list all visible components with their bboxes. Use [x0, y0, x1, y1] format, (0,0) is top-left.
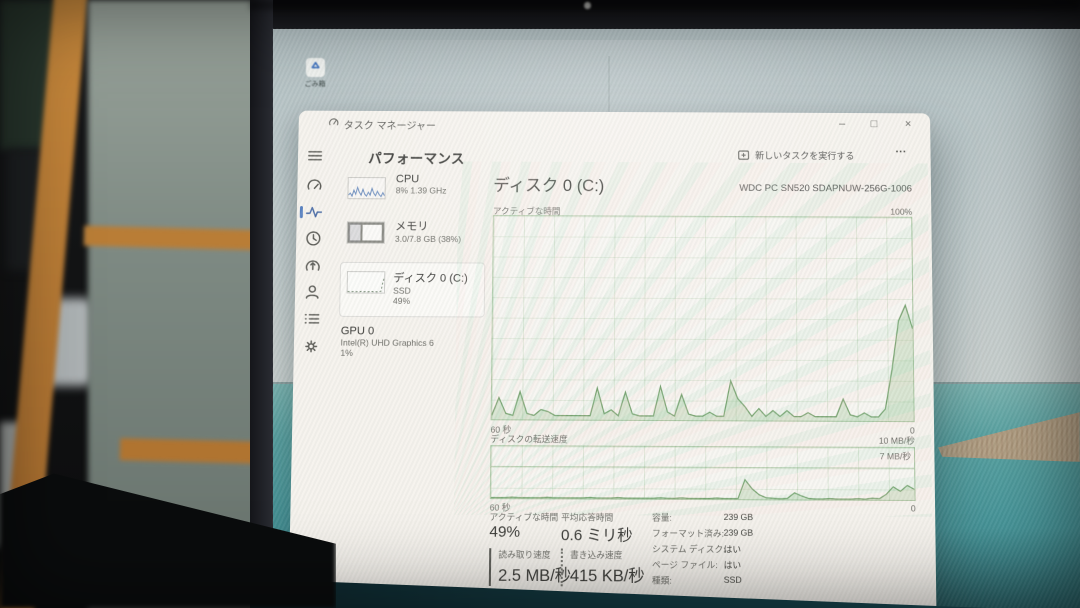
webcam	[584, 2, 591, 9]
detail-label: 容量:	[652, 512, 672, 523]
app-history-icon[interactable]	[304, 229, 322, 247]
page-title: パフォーマンス	[368, 150, 465, 167]
recycle-bin-shortcut[interactable]: ごみ箱	[302, 58, 328, 94]
stat-read-speed: 読み取り速度 2.5 MB/秒	[488, 548, 572, 587]
ceiling-shadow	[250, 0, 1080, 10]
sidebar-item-usage: 49%	[392, 295, 411, 306]
detail-label: フォーマット済み:	[652, 528, 725, 539]
processes-icon[interactable]	[305, 176, 323, 194]
selected-nav-indicator	[299, 206, 303, 219]
sidebar-item-detail: 8% 1.39 GHz	[395, 185, 447, 196]
transfer-chart-label: ディスクの転送速度	[490, 433, 568, 445]
active-time-chart	[490, 214, 915, 423]
detail-value: SSD	[723, 574, 742, 586]
sidebar-item-detail: 3.0/7.8 GB (38%)	[394, 233, 462, 245]
sidebar-item-name: CPU	[395, 173, 420, 186]
performance-icon[interactable]	[305, 203, 323, 221]
sidebar-item-name: GPU 0	[340, 325, 375, 338]
sidebar-item-memory[interactable]: メモリ 3.0/7.8 GB (38%)	[342, 217, 483, 244]
minimize-button[interactable]: –	[838, 117, 846, 131]
detail-value: はい	[723, 559, 742, 571]
sidebar-item-detail: Intel(R) UHD Graphics 6	[340, 337, 434, 349]
laptop-left-bezel	[250, 0, 273, 608]
stat-value: 0.6 ミリ秒	[560, 526, 633, 545]
disk-panel-title: ディスク 0 (C:)	[493, 176, 605, 196]
active-time-max-label: 100%	[890, 206, 913, 217]
startup-apps-icon[interactable]	[304, 256, 323, 274]
sidebar-item-disk-selected[interactable]: ディスク 0 (C:) SSD 49%	[339, 261, 486, 318]
detail-value: 239 GB	[723, 527, 754, 538]
stat-label: 書き込み速度	[570, 549, 623, 561]
window-title: タスク マネージャー	[343, 120, 436, 133]
detail-value: 239 GB	[723, 511, 754, 523]
more-options-button[interactable]: ···	[895, 146, 907, 159]
close-button[interactable]: ×	[904, 118, 912, 131]
stat-value: 415 KB/秒	[569, 567, 645, 586]
task-manager-app-icon	[328, 118, 339, 126]
detail-label: 種類:	[651, 575, 672, 586]
details-icon[interactable]	[302, 310, 321, 328]
transfer-rate-chart: 7 MB/秒	[489, 445, 916, 502]
sidebar-item-name: ディスク 0 (C:)	[393, 272, 468, 285]
task-manager-window: タスク マネージャー – □ × パフォーマンス 新しいタスクを実行する ···	[286, 110, 938, 608]
disk-sparkline	[346, 271, 386, 294]
stat-write-speed: 書き込み速度 415 KB/秒	[560, 548, 645, 587]
sidebar-item-gpu[interactable]: GPU 0 Intel(R) UHD Graphics 6 1%	[340, 325, 487, 358]
run-new-task-label: 新しいタスクを実行する	[755, 150, 855, 162]
services-icon[interactable]	[302, 337, 321, 356]
recycle-bin-label: ごみ箱	[304, 81, 326, 88]
transfer-min-label: 0	[910, 503, 916, 514]
stat-active-time: アクティブな時間 49%	[489, 511, 558, 542]
sidebar-item-detail: SSD	[393, 285, 411, 296]
detail-label: ページ ファイル:	[651, 559, 718, 571]
stat-label: アクティブな時間	[489, 511, 559, 523]
wallpaper: ごみ箱 タスク マネージャー – □ × パフォーマンス 新しいタスクを実行する…	[272, 28, 1080, 608]
shelf-rail	[119, 438, 261, 464]
run-new-task-button[interactable]: 新しいタスクを実行する	[737, 149, 854, 163]
sidebar-item-name: メモリ	[395, 220, 429, 233]
laptop-top-bezel	[250, 0, 1080, 29]
hamburger-menu-icon[interactable]	[306, 147, 324, 165]
sidebar-item-cpu[interactable]: CPU 8% 1.39 GHz	[343, 173, 484, 200]
detail-label: システム ディスク:	[651, 543, 726, 555]
stat-response-time: 平均応答時間 0.6 ミリ秒	[561, 511, 633, 546]
users-icon[interactable]	[303, 283, 322, 301]
stat-label: 平均応答時間	[561, 511, 614, 523]
memory-sparkline	[346, 221, 386, 244]
new-task-icon	[737, 149, 750, 162]
sidebar-item-usage: 1%	[340, 347, 353, 358]
maximize-button[interactable]: □	[870, 118, 878, 131]
cpu-sparkline	[347, 177, 386, 200]
transfer-scale-label: 10 MB/秒	[878, 435, 915, 446]
device-name: WDC PC SN520 SDAPNUW-256G-1006	[739, 182, 912, 195]
reflection-seam	[608, 56, 610, 114]
stat-value: 49%	[489, 523, 521, 542]
recycle-bin-icon	[305, 58, 325, 77]
laptop-screen: ごみ箱 タスク マネージャー – □ × パフォーマンス 新しいタスクを実行する…	[250, 0, 1080, 608]
detail-value: はい	[723, 544, 742, 555]
